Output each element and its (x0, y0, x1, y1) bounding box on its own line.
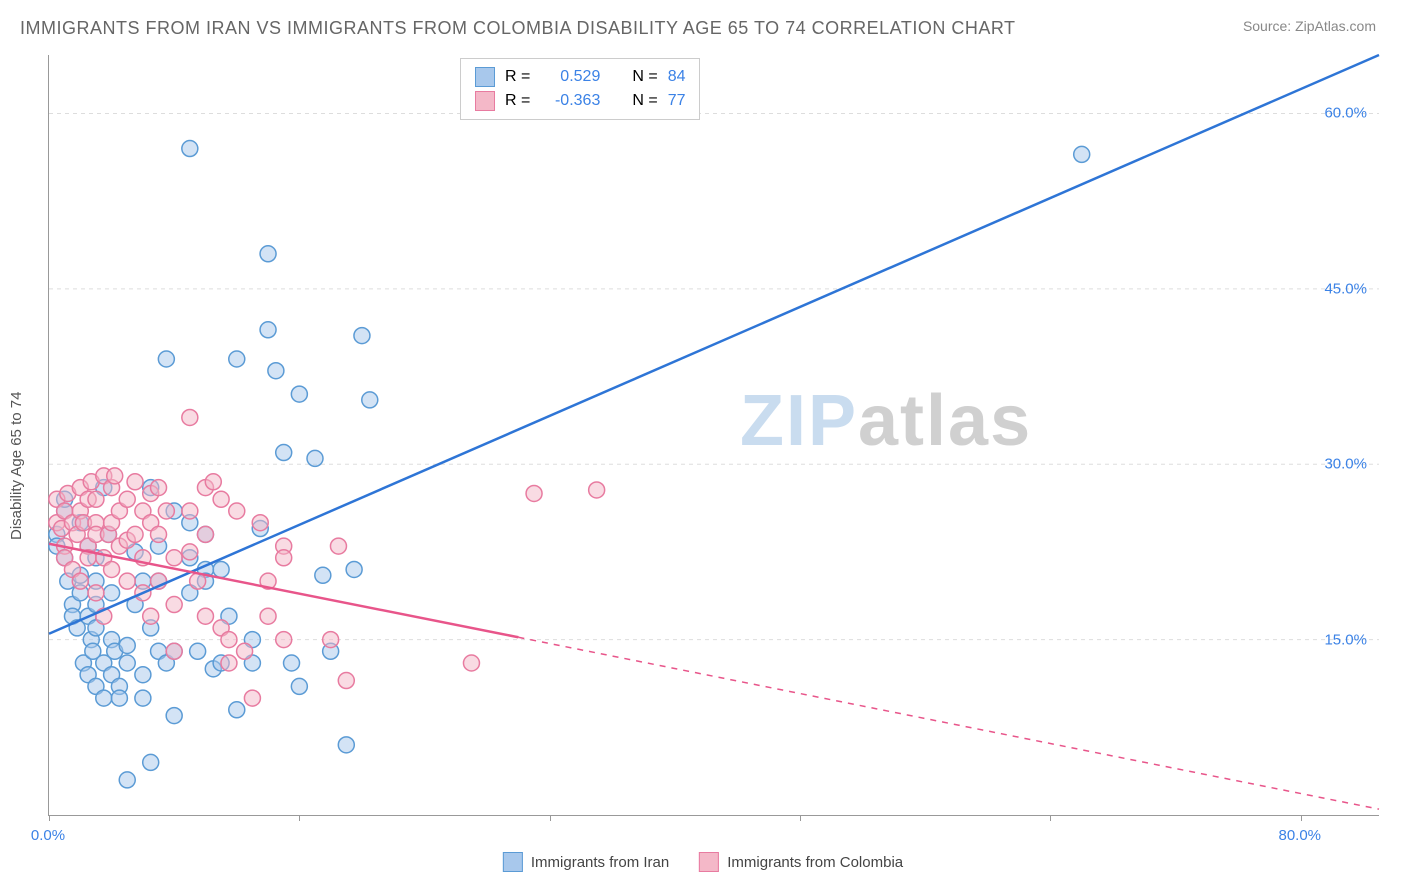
legend-label-iran: Immigrants from Iran (531, 854, 669, 871)
x-tick-label: 80.0% (1278, 827, 1321, 844)
x-tick (550, 815, 551, 821)
legend-swatch-colombia (699, 852, 719, 872)
chart-title: IMMIGRANTS FROM IRAN VS IMMIGRANTS FROM … (20, 18, 1016, 39)
legend-swatch-iran (503, 852, 523, 872)
stats-r-label: R = (505, 68, 530, 86)
x-tick (299, 815, 300, 821)
stats-n-label: N = (632, 68, 657, 86)
legend-label-colombia: Immigrants from Colombia (727, 854, 903, 871)
source-attribution: Source: ZipAtlas.com (1243, 18, 1376, 34)
legend: Immigrants from Iran Immigrants from Col… (503, 852, 903, 872)
stats-n-label: N = (632, 92, 657, 110)
chart-svg (49, 55, 1379, 815)
legend-item-iran: Immigrants from Iran (503, 852, 669, 872)
source-label: Source: (1243, 18, 1291, 34)
correlation-stats-box: R = 0.529 N = 84 R = -0.363 N = 77 (460, 58, 700, 120)
x-tick (1301, 815, 1302, 821)
stats-row-iran: R = 0.529 N = 84 (475, 65, 685, 89)
x-tick (49, 815, 50, 821)
x-tick (1050, 815, 1051, 821)
chart-plot-area: 15.0% 30.0% 45.0% 60.0% (48, 55, 1379, 816)
y-axis-label: Disability Age 65 to 74 (8, 392, 25, 540)
stats-n-value-colombia: 77 (668, 92, 686, 110)
legend-item-colombia: Immigrants from Colombia (699, 852, 903, 872)
stats-r-value-colombia: -0.363 (540, 92, 600, 110)
x-tick-label: 0.0% (31, 827, 65, 844)
stats-r-label: R = (505, 92, 530, 110)
y-tick-label: 45.0% (1324, 280, 1367, 297)
stats-r-value-iran: 0.529 (540, 68, 600, 86)
y-tick-label: 15.0% (1324, 631, 1367, 648)
stats-n-value-iran: 84 (668, 68, 686, 86)
x-tick (800, 815, 801, 821)
stats-row-colombia: R = -0.363 N = 77 (475, 89, 685, 113)
y-tick-label: 30.0% (1324, 456, 1367, 473)
stats-swatch-iran (475, 67, 495, 87)
source-name: ZipAtlas.com (1295, 18, 1376, 34)
y-tick-label: 60.0% (1324, 105, 1367, 122)
stats-swatch-colombia (475, 91, 495, 111)
